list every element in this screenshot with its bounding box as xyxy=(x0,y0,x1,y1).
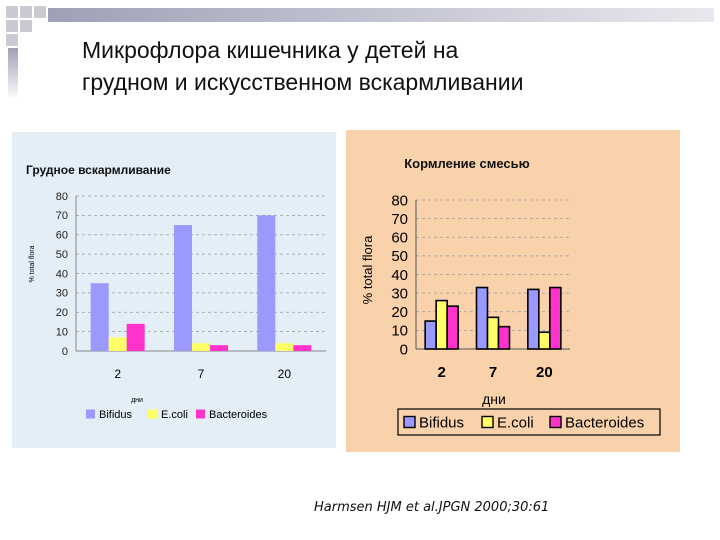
decor-square xyxy=(20,6,32,18)
bar-bacteroides xyxy=(549,286,562,350)
bar-ecoli xyxy=(538,331,551,350)
y-tick-label: 80 xyxy=(391,192,408,209)
legend-swatch xyxy=(403,415,416,429)
x-tick-label: 20 xyxy=(536,364,553,381)
decor-square xyxy=(6,6,18,18)
decor-square xyxy=(6,20,18,32)
y-tick-label: 30 xyxy=(56,288,68,300)
y-tick-label: 50 xyxy=(391,248,408,265)
bar-bacteroides xyxy=(126,323,145,351)
chart-title: Грудное вскармливание xyxy=(26,163,171,177)
legend-label: E.coli xyxy=(161,409,188,421)
y-tick-label: 60 xyxy=(56,230,68,242)
bar-bifidus xyxy=(90,283,109,351)
x-tick-label: 2 xyxy=(114,367,121,381)
legend-label: E.coli xyxy=(497,414,534,431)
legend-swatch xyxy=(86,409,95,419)
y-tick-label: 70 xyxy=(56,210,68,222)
bar-bifidus xyxy=(174,225,192,351)
y-tick-label: 40 xyxy=(56,268,68,280)
y-tick-label: 10 xyxy=(56,326,68,338)
decor-square xyxy=(34,6,46,18)
x-tick-label: 7 xyxy=(198,367,205,381)
bar-ecoli xyxy=(435,299,448,350)
legend-swatch xyxy=(481,415,494,429)
bar-bifidus xyxy=(527,288,540,350)
slide-title-line-2: грудном и искусственном вскармливании xyxy=(82,69,524,95)
x-axis-label: дни xyxy=(131,397,143,404)
decor-square xyxy=(6,34,18,46)
legend-label: Bifidus xyxy=(419,414,464,431)
slide-title-line-1: Микрофлора кишечника у детей на xyxy=(82,37,459,63)
y-tick-label: 0 xyxy=(400,341,408,358)
decor-square xyxy=(20,20,32,32)
legend-label: Bifidus xyxy=(99,409,133,421)
y-tick-label: 50 xyxy=(56,249,68,261)
legend-label: Bacteroides xyxy=(565,414,644,431)
x-tick-label: 7 xyxy=(489,364,497,381)
legend-box xyxy=(397,408,661,436)
bar-bacteroides xyxy=(293,345,312,351)
bar-bifidus xyxy=(475,286,489,350)
bar-bifidus xyxy=(424,320,437,350)
y-tick-label: 40 xyxy=(391,267,408,284)
y-tick-label: 60 xyxy=(391,230,408,247)
y-axis-label: % total flora xyxy=(360,235,375,304)
y-tick-label: 0 xyxy=(62,346,68,358)
legend-swatch xyxy=(148,409,157,419)
bar-bifidus xyxy=(257,215,276,351)
y-tick-label: 30 xyxy=(391,285,408,302)
legend-label: Bacteroides xyxy=(209,409,268,421)
y-tick-label: 10 xyxy=(391,323,408,340)
legend-swatch xyxy=(549,415,562,429)
y-tick-label: 70 xyxy=(391,211,408,228)
bar-ecoli xyxy=(192,343,210,351)
y-axis-label: % total flora xyxy=(29,245,36,282)
bar-bacteroides xyxy=(497,325,511,350)
y-tick-label: 20 xyxy=(391,304,408,321)
bar-ecoli xyxy=(486,316,500,350)
slide-title: Микрофлора кишечника у детей на грудном … xyxy=(82,34,682,98)
decor-top-band xyxy=(48,8,714,22)
y-tick-label: 20 xyxy=(56,307,68,319)
decor-left-band xyxy=(8,48,18,100)
chart-panel-formula: Кормление смесью 0 10 20 30 40 50 60 70 80 2 7 20 дни… xyxy=(346,130,680,452)
chart-panel-breastfeeding: Грудное вскармливание 0 10 20 30 40 50 60 70 80 2 7… xyxy=(12,132,336,448)
x-tick-label: 2 xyxy=(437,364,445,381)
bar-bacteroides xyxy=(446,305,459,350)
legend-swatch xyxy=(196,409,205,419)
citation: Harmsen HJM et al.JPGN 2000;30:61 xyxy=(314,500,550,515)
x-axis-label: дни xyxy=(482,391,506,407)
bar-bacteroides xyxy=(210,345,228,351)
chart-title: Кормление смесью xyxy=(404,156,530,171)
bar-ecoli xyxy=(275,343,294,351)
y-tick-label: 80 xyxy=(56,191,68,203)
chart-breastfeeding: Грудное вскармливание 0 10 20 30 40 50 60 70 80 2 7… xyxy=(26,163,326,421)
x-tick-label: 20 xyxy=(278,367,292,381)
bar-ecoli xyxy=(108,337,127,351)
